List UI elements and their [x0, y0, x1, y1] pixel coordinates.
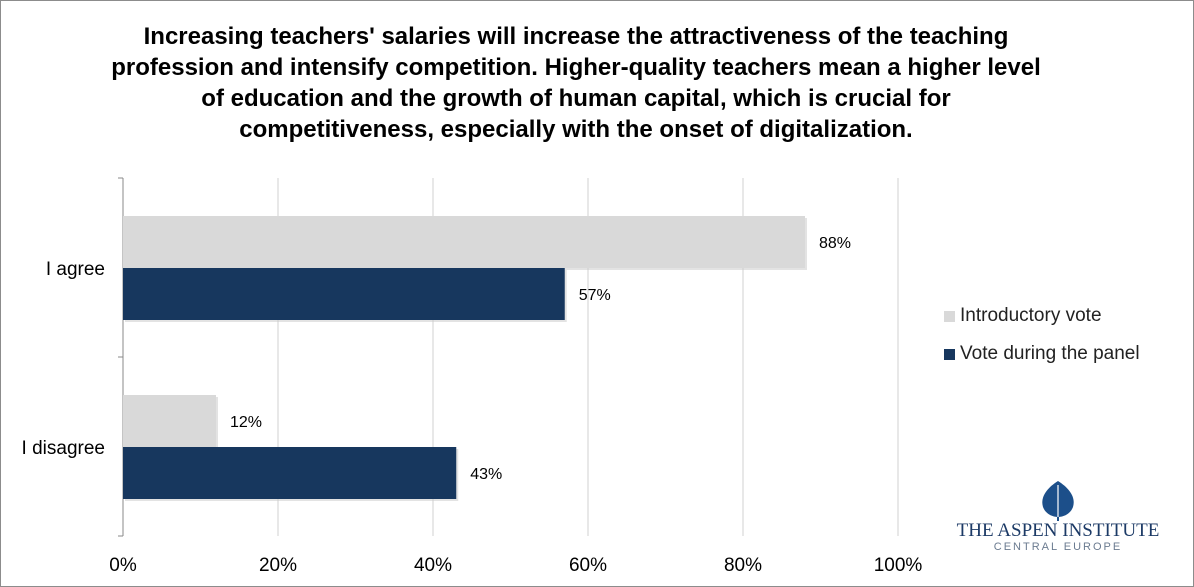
legend-item-panel: Vote during the panel [944, 342, 1140, 366]
x-tick-label-80: 80% [724, 555, 762, 576]
legend-swatch-panel [944, 348, 955, 360]
bar-panel-agree [123, 268, 565, 320]
data-label-panel-disagree: 43% [470, 466, 502, 483]
legend-swatch-introductory [944, 310, 955, 322]
aspen-leaf-icon [1042, 481, 1074, 521]
legend-label-panel: Vote during the panel [960, 343, 1140, 364]
category-label-disagree: I disagree [22, 438, 105, 459]
bar-introductory-agree [123, 216, 805, 268]
bar-introductory-disagree [123, 395, 216, 447]
x-tick-label-40: 40% [414, 555, 452, 576]
x-tick-label-20: 20% [259, 555, 297, 576]
category-label-agree: I agree [46, 259, 105, 280]
legend: Introductory vote Vote during the panel [944, 304, 1140, 380]
aspen-institute-logo: THE ASPEN INSTITUTE CENTRAL EUROPE [953, 479, 1163, 579]
legend-label-introductory: Introductory vote [960, 305, 1102, 326]
bar-panel-disagree [123, 447, 457, 499]
data-label-introductory-disagree: 12% [230, 414, 262, 431]
x-tick-label-60: 60% [569, 555, 607, 576]
chart-title: Increasing teachers' salaries will incre… [111, 23, 1041, 143]
x-tick-label-100: 100% [874, 555, 923, 576]
logo-subtitle: CENTRAL EUROPE [993, 541, 1123, 553]
legend-item-introductory: Introductory vote [944, 304, 1140, 328]
x-tick-label-0: 0% [109, 555, 137, 576]
data-label-introductory-agree: 88% [819, 235, 851, 252]
logo-name: THE ASPEN INSTITUTE [956, 520, 1160, 541]
data-label-panel-agree: 57% [579, 287, 611, 304]
